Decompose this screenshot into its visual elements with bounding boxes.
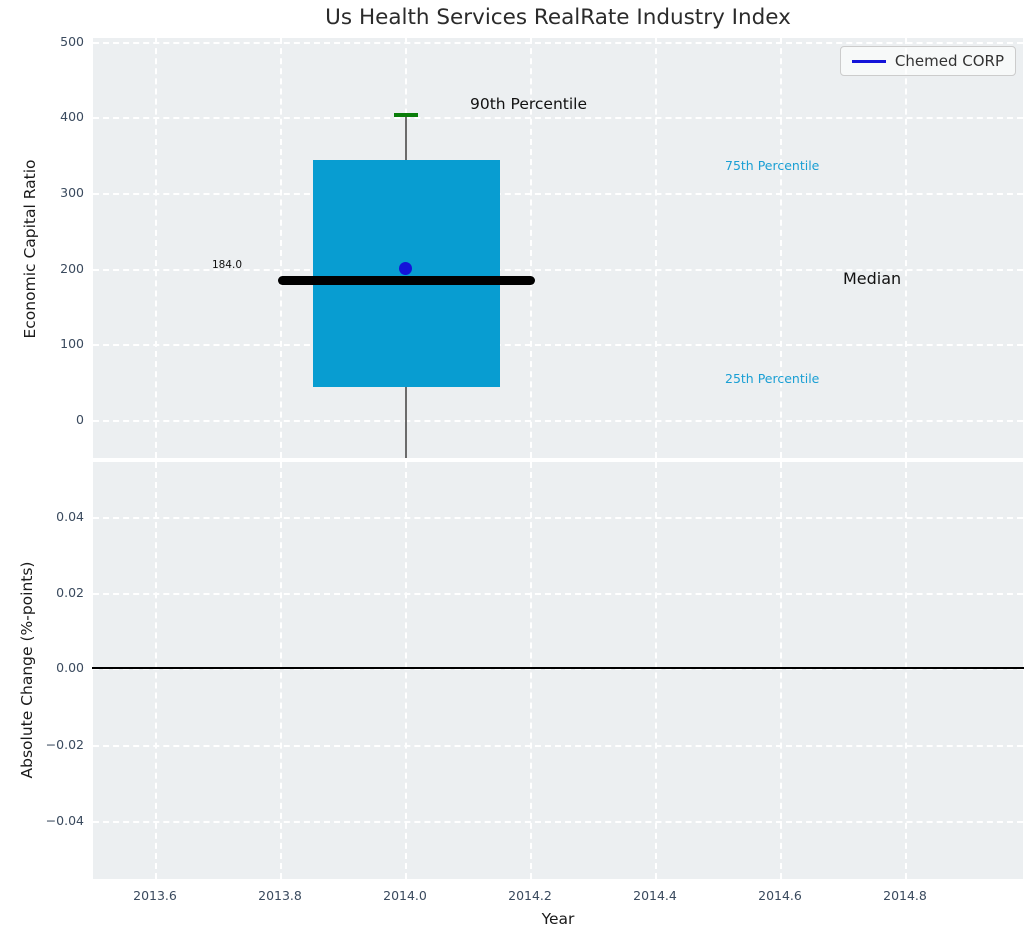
x-tick-label: 2014.2 (508, 888, 552, 903)
x-tick-label: 2014.6 (758, 888, 802, 903)
y-tick-label: −0.04 (45, 813, 84, 828)
gridline-h (93, 117, 1023, 119)
gridline-h (93, 193, 1023, 195)
top-plot-area: 184.0 90th Percentile 75th Percentile Me… (93, 38, 1023, 458)
x-tick-label: 2014.0 (383, 888, 427, 903)
y-tick-label: 200 (60, 261, 84, 276)
x-tick-label: 2013.8 (258, 888, 302, 903)
gridline-v (280, 38, 282, 458)
y-tick-label: −0.02 (45, 737, 84, 752)
gridline-v (905, 38, 907, 458)
legend-line-swatch (851, 59, 886, 63)
legend-label: Chemed CORP (894, 52, 1004, 70)
p90-label: 90th Percentile (470, 95, 588, 113)
x-tick-label: 2014.4 (633, 888, 677, 903)
zero-baseline (92, 667, 1024, 669)
gridline-v (655, 462, 657, 879)
gridline-h (93, 668, 1023, 670)
gridline-v (530, 38, 532, 458)
legend: Chemed CORP (839, 46, 1016, 76)
chart-title: Us Health Services RealRate Industry Ind… (325, 5, 791, 30)
x-tick-label: 2013.6 (133, 888, 177, 903)
y-tick-label: 0.02 (56, 585, 84, 600)
gridline-h (93, 42, 1023, 44)
p75-label: 75th Percentile (725, 158, 820, 173)
gridline-h (93, 821, 1023, 823)
gridline-v (155, 462, 157, 879)
gridline-h (93, 269, 1023, 271)
gridline-v (780, 462, 782, 879)
gridline-v (405, 462, 407, 879)
median-line (278, 276, 535, 285)
gridline-h (93, 420, 1023, 422)
x-tick-label: 2014.8 (883, 888, 927, 903)
gridline-v (655, 38, 657, 458)
gridline-v (530, 462, 532, 879)
gridline-v (780, 38, 782, 458)
median-value-annotation: 184.0 (211, 259, 242, 271)
y-tick-label: 0.04 (56, 509, 84, 524)
gridline-h (93, 593, 1023, 595)
bottom-y-axis-label: Absolute Change (%-points) (18, 561, 36, 779)
y-tick-label: 0 (76, 412, 84, 427)
gridline-v (905, 462, 907, 879)
x-axis-label: Year (541, 910, 575, 928)
median-label: Median (843, 269, 902, 288)
gridline-h (93, 517, 1023, 519)
y-tick-label: 0.00 (56, 660, 84, 675)
gridline-h (93, 344, 1023, 346)
company-data-point (399, 262, 412, 275)
p90-cap-marker (394, 113, 418, 117)
gridline-h (93, 745, 1023, 747)
top-y-axis-label: Economic Capital Ratio (21, 159, 39, 339)
bottom-plot-area (92, 462, 1024, 879)
y-tick-label: 500 (60, 34, 84, 49)
y-tick-label: 400 (60, 109, 84, 124)
p25-label: 25th Percentile (725, 371, 820, 386)
gridline-v (280, 462, 282, 879)
y-tick-label: 100 (60, 336, 84, 351)
y-tick-label: 300 (60, 185, 84, 200)
gridline-v (155, 38, 157, 458)
